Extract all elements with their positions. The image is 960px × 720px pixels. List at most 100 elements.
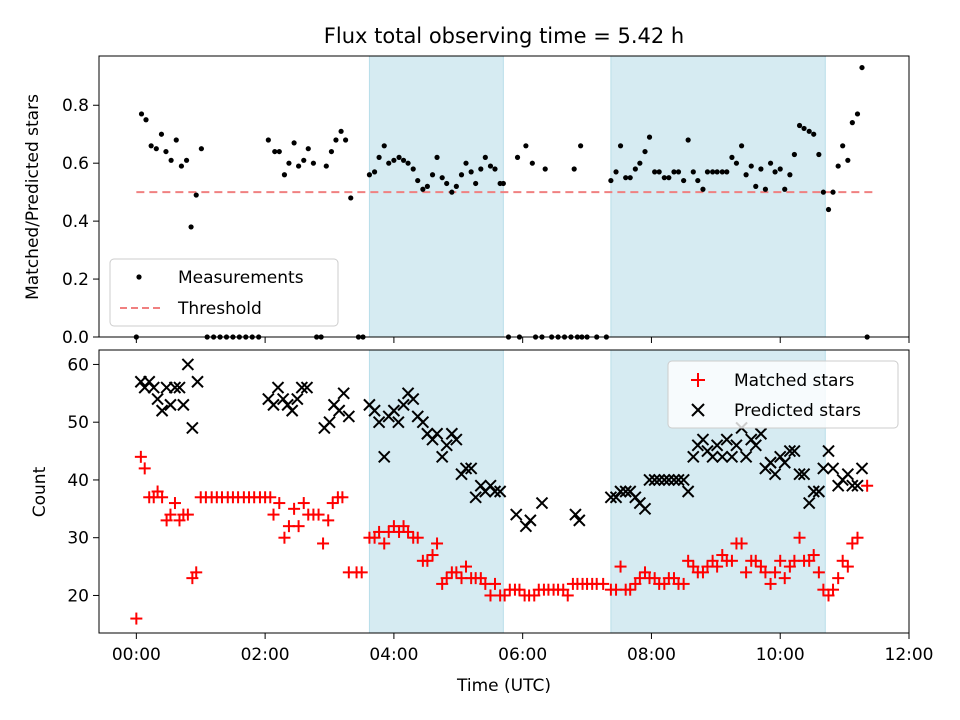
measurement-point [700,186,706,192]
measurement-point [632,166,638,172]
measurement-point [762,186,769,192]
predicted-star-point [730,439,743,452]
measurement-point [859,64,865,71]
matched-star-point [267,508,280,521]
predicted-star-point [469,491,482,504]
predicted-star-point [851,479,864,492]
predicted-star-point [706,450,719,464]
predicted-star-point [435,450,449,464]
matched-star-point [513,583,526,596]
measurement-point [420,186,426,192]
measurement-point [338,128,344,134]
measurement-point [444,180,450,187]
top-axes: 0.00.20.40.60.8 Matched/Predicted stars … [23,55,910,348]
measurement-point [642,148,648,155]
predicted-star-point [604,491,618,504]
matched-star-point [164,508,177,521]
predicted-star-point [716,450,729,464]
bottom-shaded-regions [368,349,826,634]
predicted-star-point [267,398,280,412]
measurement-point [690,169,696,175]
measurement-point [820,189,826,195]
measurement-point [415,177,421,184]
matched-star-point [130,612,143,625]
matched-star-point [735,537,748,550]
bottom-xtick-label: 12:00 [885,645,934,665]
top-y-ticks: 0.0 0.2 0.4 0.6 0.8 [62,96,99,348]
matched-star-point [168,497,181,510]
predicted-star-point [619,485,632,498]
measurement-point [514,154,521,160]
measurement-point [323,163,329,169]
measurement-point [637,160,643,166]
measurement-point [153,146,159,152]
measurement-point [276,148,282,155]
legend-measurements-label: Measurements [178,268,304,288]
measurement-point [178,163,185,169]
predicted-star-point [271,381,285,394]
measurement-point [439,175,445,181]
measurement-point [291,140,297,146]
matched-star-point [138,462,151,475]
predicted-star-point [569,508,582,521]
measurement-point [348,195,354,201]
matched-star-point [421,554,434,567]
matched-star-point [812,566,825,579]
predicted-star-point [151,392,164,406]
measurement-point [523,143,529,149]
measurement-point [796,122,803,129]
predicted-star-point [652,473,666,487]
predicted-star-point [658,473,671,487]
matched-star-point [317,537,330,550]
predicted-star-point [181,358,195,371]
measurement-point [753,183,759,189]
matched-star-point [181,508,194,521]
predicted-star-point [725,450,739,464]
matched-star-point [827,583,840,596]
bottom-x-ticks: 00:00 02:00 04:00 06:00 08:00 10:00 12:00 [112,633,934,665]
measurement-point [617,143,624,149]
predicted-star-point [768,467,782,481]
measurement-point [571,166,577,172]
predicted-star-point [667,473,681,487]
legend-matched-label: Matched stars [734,371,854,391]
measurement-point [376,154,382,160]
top-y-axis-label: Matched/Predicted stars [23,94,43,300]
measurement-point [767,160,774,166]
measurement-point [286,160,292,166]
matched-star-point [846,537,859,550]
top-shaded-regions [368,55,826,338]
measurement-point [434,154,440,160]
measurement-point [138,111,145,117]
measurement-point [627,175,633,181]
matched-star-point [278,531,291,544]
predicted-star-point [720,433,733,446]
measurement-point [724,169,730,175]
measurement-point [405,160,411,166]
matched-stars-points [130,450,874,625]
matched-star-point [440,572,453,585]
matched-star-point [326,497,339,510]
top-ytick-label: 0.2 [62,270,89,290]
predicted-star-point [524,514,537,527]
predicted-star-point [459,462,473,475]
matched-star-point [322,514,335,527]
predicted-star-point [677,473,690,487]
legend-threshold-label: Threshold [177,299,262,319]
matched-star-point [156,491,169,504]
top-ytick-label: 0.6 [62,154,89,174]
measurement-point [198,146,204,152]
measurement-point [542,166,548,172]
predicted-star-point [764,456,777,469]
measurement-point [529,160,535,166]
predicted-star-point [778,456,791,469]
measurement-point [825,206,832,213]
measurement-point [758,166,764,172]
predicted-star-point [812,485,826,498]
matched-star-point [725,554,738,567]
measurement-point [386,160,392,166]
matched-star-point [431,537,444,550]
matched-star-point [312,508,325,521]
matched-star-point [769,566,782,579]
measurement-point [671,169,677,175]
